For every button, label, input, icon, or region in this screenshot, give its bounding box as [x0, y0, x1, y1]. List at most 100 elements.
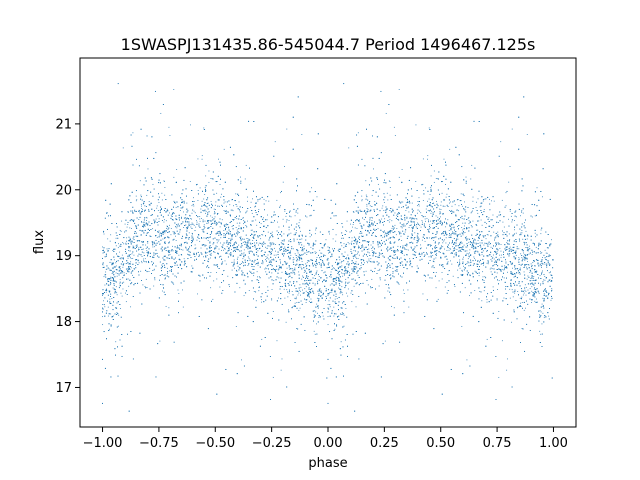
data-point — [125, 242, 127, 244]
data-point — [196, 239, 198, 241]
data-point — [531, 280, 533, 281]
data-point — [167, 257, 169, 259]
data-point — [356, 240, 358, 242]
data-point — [387, 199, 389, 201]
data-point — [164, 187, 166, 188]
data-point — [118, 325, 119, 327]
data-point — [199, 218, 201, 220]
data-point — [342, 273, 344, 275]
data-point — [204, 227, 206, 228]
data-point — [465, 236, 467, 238]
data-point — [329, 284, 331, 286]
data-point — [505, 205, 507, 207]
data-point — [236, 222, 238, 224]
data-point — [485, 247, 486, 249]
data-point — [247, 256, 249, 258]
data-point — [472, 200, 474, 202]
data-point — [346, 220, 348, 222]
data-point — [408, 227, 410, 228]
data-point — [348, 263, 350, 264]
data-point — [108, 268, 110, 270]
data-point — [466, 252, 468, 254]
data-point — [191, 205, 193, 207]
data-point — [411, 227, 413, 229]
data-point — [351, 237, 353, 239]
data-point — [168, 249, 170, 251]
data-point — [544, 263, 546, 265]
data-point — [384, 234, 386, 236]
data-point — [350, 242, 352, 244]
data-point — [224, 248, 225, 249]
data-point — [408, 306, 410, 308]
data-point — [210, 272, 212, 273]
data-point — [111, 273, 113, 274]
data-point — [467, 217, 469, 219]
data-point — [200, 247, 202, 249]
data-point — [309, 232, 311, 234]
data-point — [195, 254, 197, 256]
data-point — [327, 250, 329, 251]
data-point — [482, 250, 484, 252]
data-point — [366, 221, 368, 223]
data-point — [345, 258, 347, 260]
data-point — [399, 265, 401, 266]
data-point — [241, 250, 242, 252]
data-point — [286, 128, 288, 130]
data-point — [540, 311, 542, 313]
data-point — [295, 296, 297, 298]
data-point — [243, 295, 245, 297]
data-point — [421, 220, 423, 222]
data-point — [525, 264, 526, 266]
data-point — [115, 272, 117, 274]
data-point — [497, 248, 499, 250]
data-point — [435, 287, 437, 289]
data-point — [538, 293, 540, 294]
data-point — [428, 237, 430, 239]
data-point — [358, 268, 360, 270]
data-point — [160, 211, 161, 213]
data-point — [497, 242, 499, 244]
data-point — [204, 205, 206, 207]
data-point — [314, 275, 316, 277]
data-point — [266, 268, 268, 270]
data-point — [207, 237, 209, 239]
data-point — [224, 201, 226, 203]
data-point — [356, 258, 358, 260]
data-point — [442, 181, 444, 182]
data-point — [208, 181, 210, 183]
data-point — [146, 217, 148, 219]
data-point — [163, 287, 165, 289]
data-point — [258, 280, 260, 281]
data-point — [301, 134, 303, 135]
data-point — [201, 229, 203, 230]
data-point — [486, 338, 488, 340]
data-point — [388, 180, 390, 182]
data-point — [166, 210, 168, 211]
data-point — [498, 258, 500, 260]
data-point — [404, 233, 406, 235]
data-point — [530, 283, 532, 285]
data-point — [158, 218, 160, 220]
data-point — [422, 158, 424, 160]
data-point — [154, 246, 156, 248]
data-point — [496, 234, 498, 236]
data-point — [121, 295, 123, 297]
data-point — [250, 247, 251, 249]
data-point — [119, 268, 121, 270]
data-point — [125, 273, 127, 275]
data-point — [522, 238, 524, 240]
data-point — [429, 227, 431, 228]
data-point — [315, 229, 317, 231]
data-point — [247, 220, 248, 222]
data-point — [344, 266, 345, 268]
data-point — [541, 273, 542, 275]
data-point — [216, 181, 218, 182]
data-point — [219, 286, 221, 288]
data-point — [271, 248, 273, 250]
data-point — [172, 250, 174, 252]
data-point — [354, 269, 356, 270]
chart-title: 1SWASPJ131435.86-545044.7 Period 1496467… — [121, 35, 536, 54]
data-point — [218, 239, 220, 241]
data-point — [409, 258, 411, 260]
